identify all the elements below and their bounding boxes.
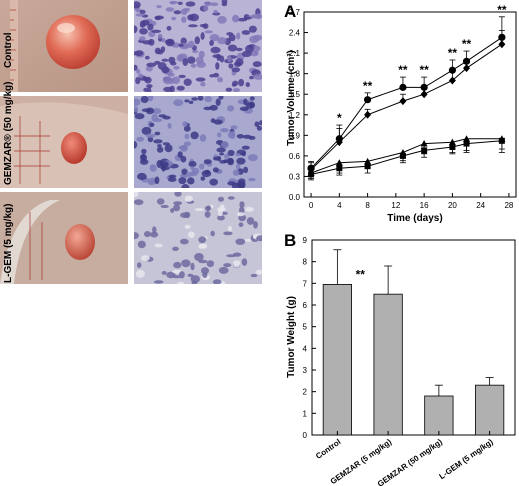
photo-lgem bbox=[0, 192, 128, 284]
chart-b-ytick-label: 3 bbox=[303, 366, 308, 375]
chart-b-ytick-label: 6 bbox=[303, 301, 308, 310]
chart-a-point-triangle bbox=[463, 135, 471, 142]
chart-a-point-triangle bbox=[364, 157, 372, 165]
chart-a-point-square bbox=[399, 152, 406, 159]
chart-a-significance: ** bbox=[497, 3, 507, 17]
chart-a-point-circle bbox=[335, 135, 343, 143]
chart-a-xtick-label: 28 bbox=[504, 201, 513, 210]
chart-a-point-triangle bbox=[335, 159, 343, 166]
chart-b-ylabel: Tumor Weight (g) bbox=[286, 296, 297, 378]
chart-a-series-line-diamond bbox=[310, 43, 503, 170]
chart-a-point-triangle bbox=[307, 169, 315, 177]
chart-b-ytick-label: 0 bbox=[303, 431, 308, 440]
chart-a-point-square bbox=[308, 171, 315, 178]
chart-a-point-square bbox=[364, 163, 371, 170]
chart-a-xtick-label: 8 bbox=[365, 201, 370, 210]
chart-b-ytick-label: 7 bbox=[303, 279, 308, 288]
chart-a-xtick-label: 16 bbox=[420, 201, 429, 210]
histology-control bbox=[134, 0, 262, 92]
chart-a-point-square bbox=[421, 147, 428, 154]
chart-b-category-label: GEMZAR (50 mg/kg) bbox=[376, 437, 444, 486]
chart-a-point-diamond bbox=[307, 165, 315, 174]
chart-a-ytick-label: 1.8 bbox=[289, 70, 301, 79]
chart-a-xtick-label: 0 bbox=[309, 201, 314, 210]
chart-b-bar bbox=[475, 384, 505, 436]
chart-a-point-diamond bbox=[463, 64, 471, 73]
row-label-lgem: L-GEM (5 mg/kg) bbox=[3, 203, 14, 283]
chart-a-frame bbox=[303, 11, 517, 198]
chart-a-point-square bbox=[449, 143, 456, 150]
chart-a-point-diamond bbox=[448, 76, 456, 85]
chart-a-point-diamond bbox=[399, 97, 407, 106]
chart-a-point-circle bbox=[307, 164, 315, 172]
chart-a-significance: * bbox=[337, 111, 342, 125]
chart-b-ytick-label: 8 bbox=[303, 258, 308, 267]
chart-a-ytick-label: 1.2 bbox=[289, 111, 301, 120]
chart-b-significance: ** bbox=[356, 267, 366, 281]
chart-b-ytick-label: 5 bbox=[303, 323, 308, 332]
chart-a-ytick-label: 0.3 bbox=[289, 172, 301, 181]
chart-a-point-diamond bbox=[498, 40, 506, 49]
chart-a-point-triangle bbox=[448, 138, 456, 146]
panel-letter-a: A bbox=[284, 2, 297, 21]
photo-control bbox=[0, 0, 128, 92]
chart-a-series-line-square bbox=[310, 140, 502, 175]
chart-a-significance: ** bbox=[419, 63, 429, 77]
chart-b-category-label: Control bbox=[314, 437, 342, 461]
chart-a-point-circle bbox=[364, 96, 372, 104]
chart-b-ytick-label: 2 bbox=[303, 388, 308, 397]
chart-a-point-triangle bbox=[420, 140, 428, 147]
chart-a-ytick-label: 1.5 bbox=[289, 90, 301, 99]
chart-a-ytick-label: 0.0 bbox=[289, 193, 301, 202]
chart-a-ylabel: Tumor Volume (cm³) bbox=[286, 50, 297, 146]
chart-a-point-diamond bbox=[364, 110, 372, 119]
chart-a-ytick-label: 2.1 bbox=[289, 49, 301, 58]
chart-a-point-circle bbox=[448, 66, 456, 74]
chart-a-point-diamond bbox=[335, 138, 343, 147]
chart-b-category-label: L-GEM (5 mg/kg) bbox=[438, 437, 495, 481]
chart-b-bar bbox=[373, 293, 403, 436]
photo-gemzar bbox=[0, 96, 128, 188]
histology-lgem bbox=[134, 192, 262, 284]
chart-a-xtick-label: 20 bbox=[448, 201, 457, 210]
panel-letter-b: B bbox=[284, 231, 297, 250]
chart-a-point-triangle bbox=[399, 148, 407, 156]
chart-b-ytick-label: 1 bbox=[303, 409, 308, 418]
chart-b-ytick-label: 4 bbox=[303, 344, 308, 353]
chart-b-category-label: GEMZAR (5 mg/kg) bbox=[329, 437, 394, 486]
chart-b-bar bbox=[424, 395, 454, 436]
chart-a-point-triangle bbox=[498, 135, 506, 142]
chart-a-significance: ** bbox=[462, 37, 472, 51]
chart-a-point-circle bbox=[462, 57, 471, 65]
row-label-control: Control bbox=[3, 32, 14, 68]
chart-b-bar bbox=[322, 284, 352, 436]
chart-a-point-square bbox=[498, 137, 505, 144]
chart-a-ytick-label: 0.9 bbox=[289, 131, 301, 140]
chart-a-series-line-triangle bbox=[310, 138, 502, 174]
histology-gemzar bbox=[134, 96, 262, 188]
chart-a-point-circle bbox=[498, 33, 506, 41]
chart-a-xlabel: Time (days) bbox=[387, 213, 442, 224]
chart-a-point-square bbox=[336, 165, 343, 172]
chart-a-xtick-label: 4 bbox=[337, 201, 342, 210]
chart-a-point-square bbox=[463, 140, 470, 147]
chart-a-point-diamond bbox=[420, 90, 428, 99]
chart-b-ytick-label: 9 bbox=[303, 236, 308, 245]
chart-a-point-circle bbox=[420, 83, 428, 91]
row-label-gemzar: GEMZAR® (50 mg/kg) bbox=[3, 81, 14, 186]
chart-a-xtick-label: 12 bbox=[391, 201, 400, 210]
chart-b-frame bbox=[311, 239, 516, 436]
chart-a-point-circle bbox=[399, 83, 407, 91]
chart-a-ytick-label: 2.4 bbox=[289, 29, 301, 38]
chart-a-series-line-circle bbox=[310, 36, 503, 169]
chart-a-significance: ** bbox=[398, 63, 408, 77]
chart-a-xtick-label: 24 bbox=[476, 201, 485, 210]
chart-a-significance: ** bbox=[363, 79, 373, 93]
chart-a-ytick-label: 0.6 bbox=[289, 152, 301, 161]
chart-a-significance: ** bbox=[448, 46, 458, 60]
